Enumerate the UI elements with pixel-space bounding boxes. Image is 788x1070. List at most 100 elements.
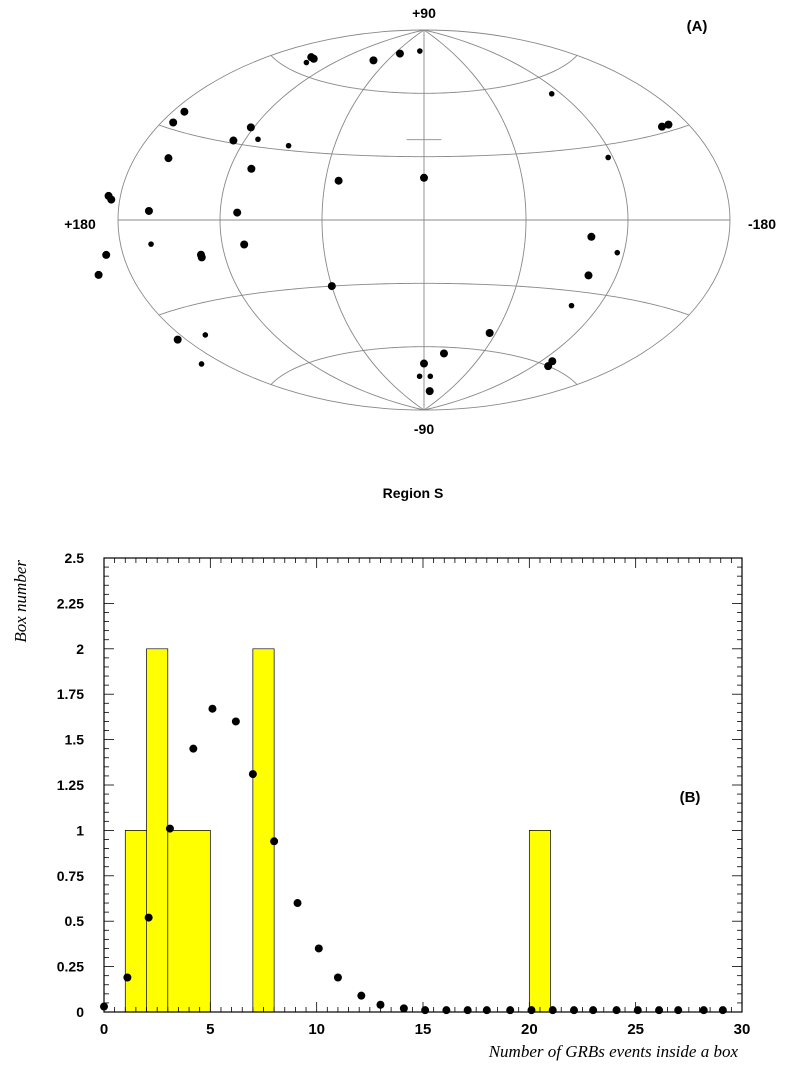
y-tick-label: 1.25 [57, 777, 84, 793]
sky-map-panel: +90 -90 +180 -180 (A) Region S [64, 5, 776, 501]
grb-point [425, 387, 434, 396]
x-axis-label: Number of GRBs events inside a box [488, 1042, 739, 1061]
grb-point [285, 142, 292, 149]
grb-point [94, 270, 103, 279]
grb-point [169, 118, 178, 127]
histogram-bar [146, 648, 168, 1012]
expected-point [357, 991, 366, 1000]
grb-point [395, 49, 404, 58]
y-tick-label: 0.5 [65, 913, 85, 929]
x-tick-label: 30 [734, 1021, 751, 1038]
sky-map-lon-right-label: -180 [748, 216, 776, 232]
grb-point [102, 250, 111, 259]
histogram-bar [167, 830, 211, 1012]
y-tick-label: 1.75 [57, 686, 84, 702]
grb-point [427, 373, 434, 380]
expected-point [506, 1006, 515, 1015]
expected-point [589, 1006, 598, 1015]
histogram-outline [124, 648, 551, 1012]
grb-point [485, 328, 494, 337]
expected-point [569, 1006, 578, 1015]
sky-map-grid [117, 29, 731, 411]
expected-point [612, 1006, 621, 1015]
expected-point [144, 913, 153, 922]
grb-point [420, 173, 428, 182]
x-tick-label: 0 [100, 1021, 108, 1038]
grb-point [309, 54, 318, 63]
expected-point [718, 1006, 727, 1015]
x-tick-label: 10 [308, 1021, 325, 1038]
grb-point [202, 332, 209, 338]
grb-point [584, 271, 593, 280]
histogram-bar [125, 830, 147, 1012]
expected-point [333, 973, 342, 982]
expected-point [442, 1006, 451, 1015]
grb-point [229, 136, 238, 145]
grb-point [144, 206, 153, 215]
histogram-bar [529, 830, 551, 1012]
expected-point [314, 944, 323, 953]
expected-point [208, 704, 217, 713]
expected-point [123, 973, 132, 982]
y-tick-label: 2.5 [65, 550, 85, 566]
grb-point [104, 191, 113, 200]
histogram-bar [252, 648, 275, 1012]
grb-point [164, 154, 173, 163]
grb-point [246, 123, 255, 132]
sky-map-points [94, 48, 673, 396]
x-tick-label: 25 [627, 1021, 644, 1038]
expected-point [270, 837, 279, 846]
y-tick-label: 0 [76, 1004, 84, 1020]
histogram-panel: 0 5 10 15 20 25 30 0 0.25 0.5 0.75 1 1.25 1.5 1.75 2 2.… [11, 550, 750, 1061]
expected-point [189, 744, 198, 753]
parallel-line [270, 346, 578, 385]
sky-map-lat-bottom-label: -90 [414, 421, 434, 437]
histogram-bars [124, 648, 551, 1012]
parallel-line [158, 282, 690, 316]
expected-point [548, 1006, 557, 1015]
expected-point [463, 1006, 472, 1015]
grb-point [180, 107, 189, 116]
grb-point [327, 282, 336, 291]
expected-points [100, 704, 727, 1015]
expected-point [482, 1006, 491, 1015]
expected-point [399, 1004, 408, 1013]
expected-point [421, 1006, 430, 1015]
grb-point [198, 361, 205, 367]
expected-point [527, 1006, 536, 1015]
grb-point [173, 335, 182, 344]
grb-point [247, 164, 256, 173]
grb-point [568, 302, 575, 309]
grb-point [196, 250, 205, 259]
expected-point [165, 824, 174, 833]
y-tick-label: 1.5 [65, 732, 85, 748]
expected-point [231, 717, 240, 726]
grb-point [334, 176, 343, 185]
panel-b-label: (B) [680, 789, 701, 806]
grb-point [439, 349, 448, 358]
parallel-line [270, 55, 578, 94]
expected-point [376, 1000, 385, 1009]
grb-point [420, 359, 428, 368]
y-axis-label: Box number [11, 560, 30, 643]
sky-map-lon-left-label: +180 [64, 216, 96, 232]
grb-point [605, 154, 611, 161]
grb-point [544, 362, 553, 371]
expected-point [655, 1006, 664, 1015]
region-caption: Region S [383, 485, 444, 501]
x-tick-label: 15 [415, 1021, 432, 1038]
grb-point [657, 122, 666, 131]
y-tick-label: 0.75 [57, 868, 84, 884]
x-tick-label: 5 [206, 1021, 214, 1038]
parallel-line [158, 124, 690, 158]
grb-point [240, 240, 249, 249]
x-tick-label: 20 [521, 1021, 538, 1038]
expected-point [248, 770, 257, 779]
panel-a-label: (A) [687, 18, 708, 35]
grb-point [587, 232, 596, 241]
grb-point [417, 48, 423, 54]
grb-point [148, 241, 154, 247]
y-tick-label: 2.25 [57, 595, 84, 611]
x-tick-labels: 0 5 10 15 20 25 30 [100, 1021, 751, 1038]
grb-point [369, 56, 378, 65]
